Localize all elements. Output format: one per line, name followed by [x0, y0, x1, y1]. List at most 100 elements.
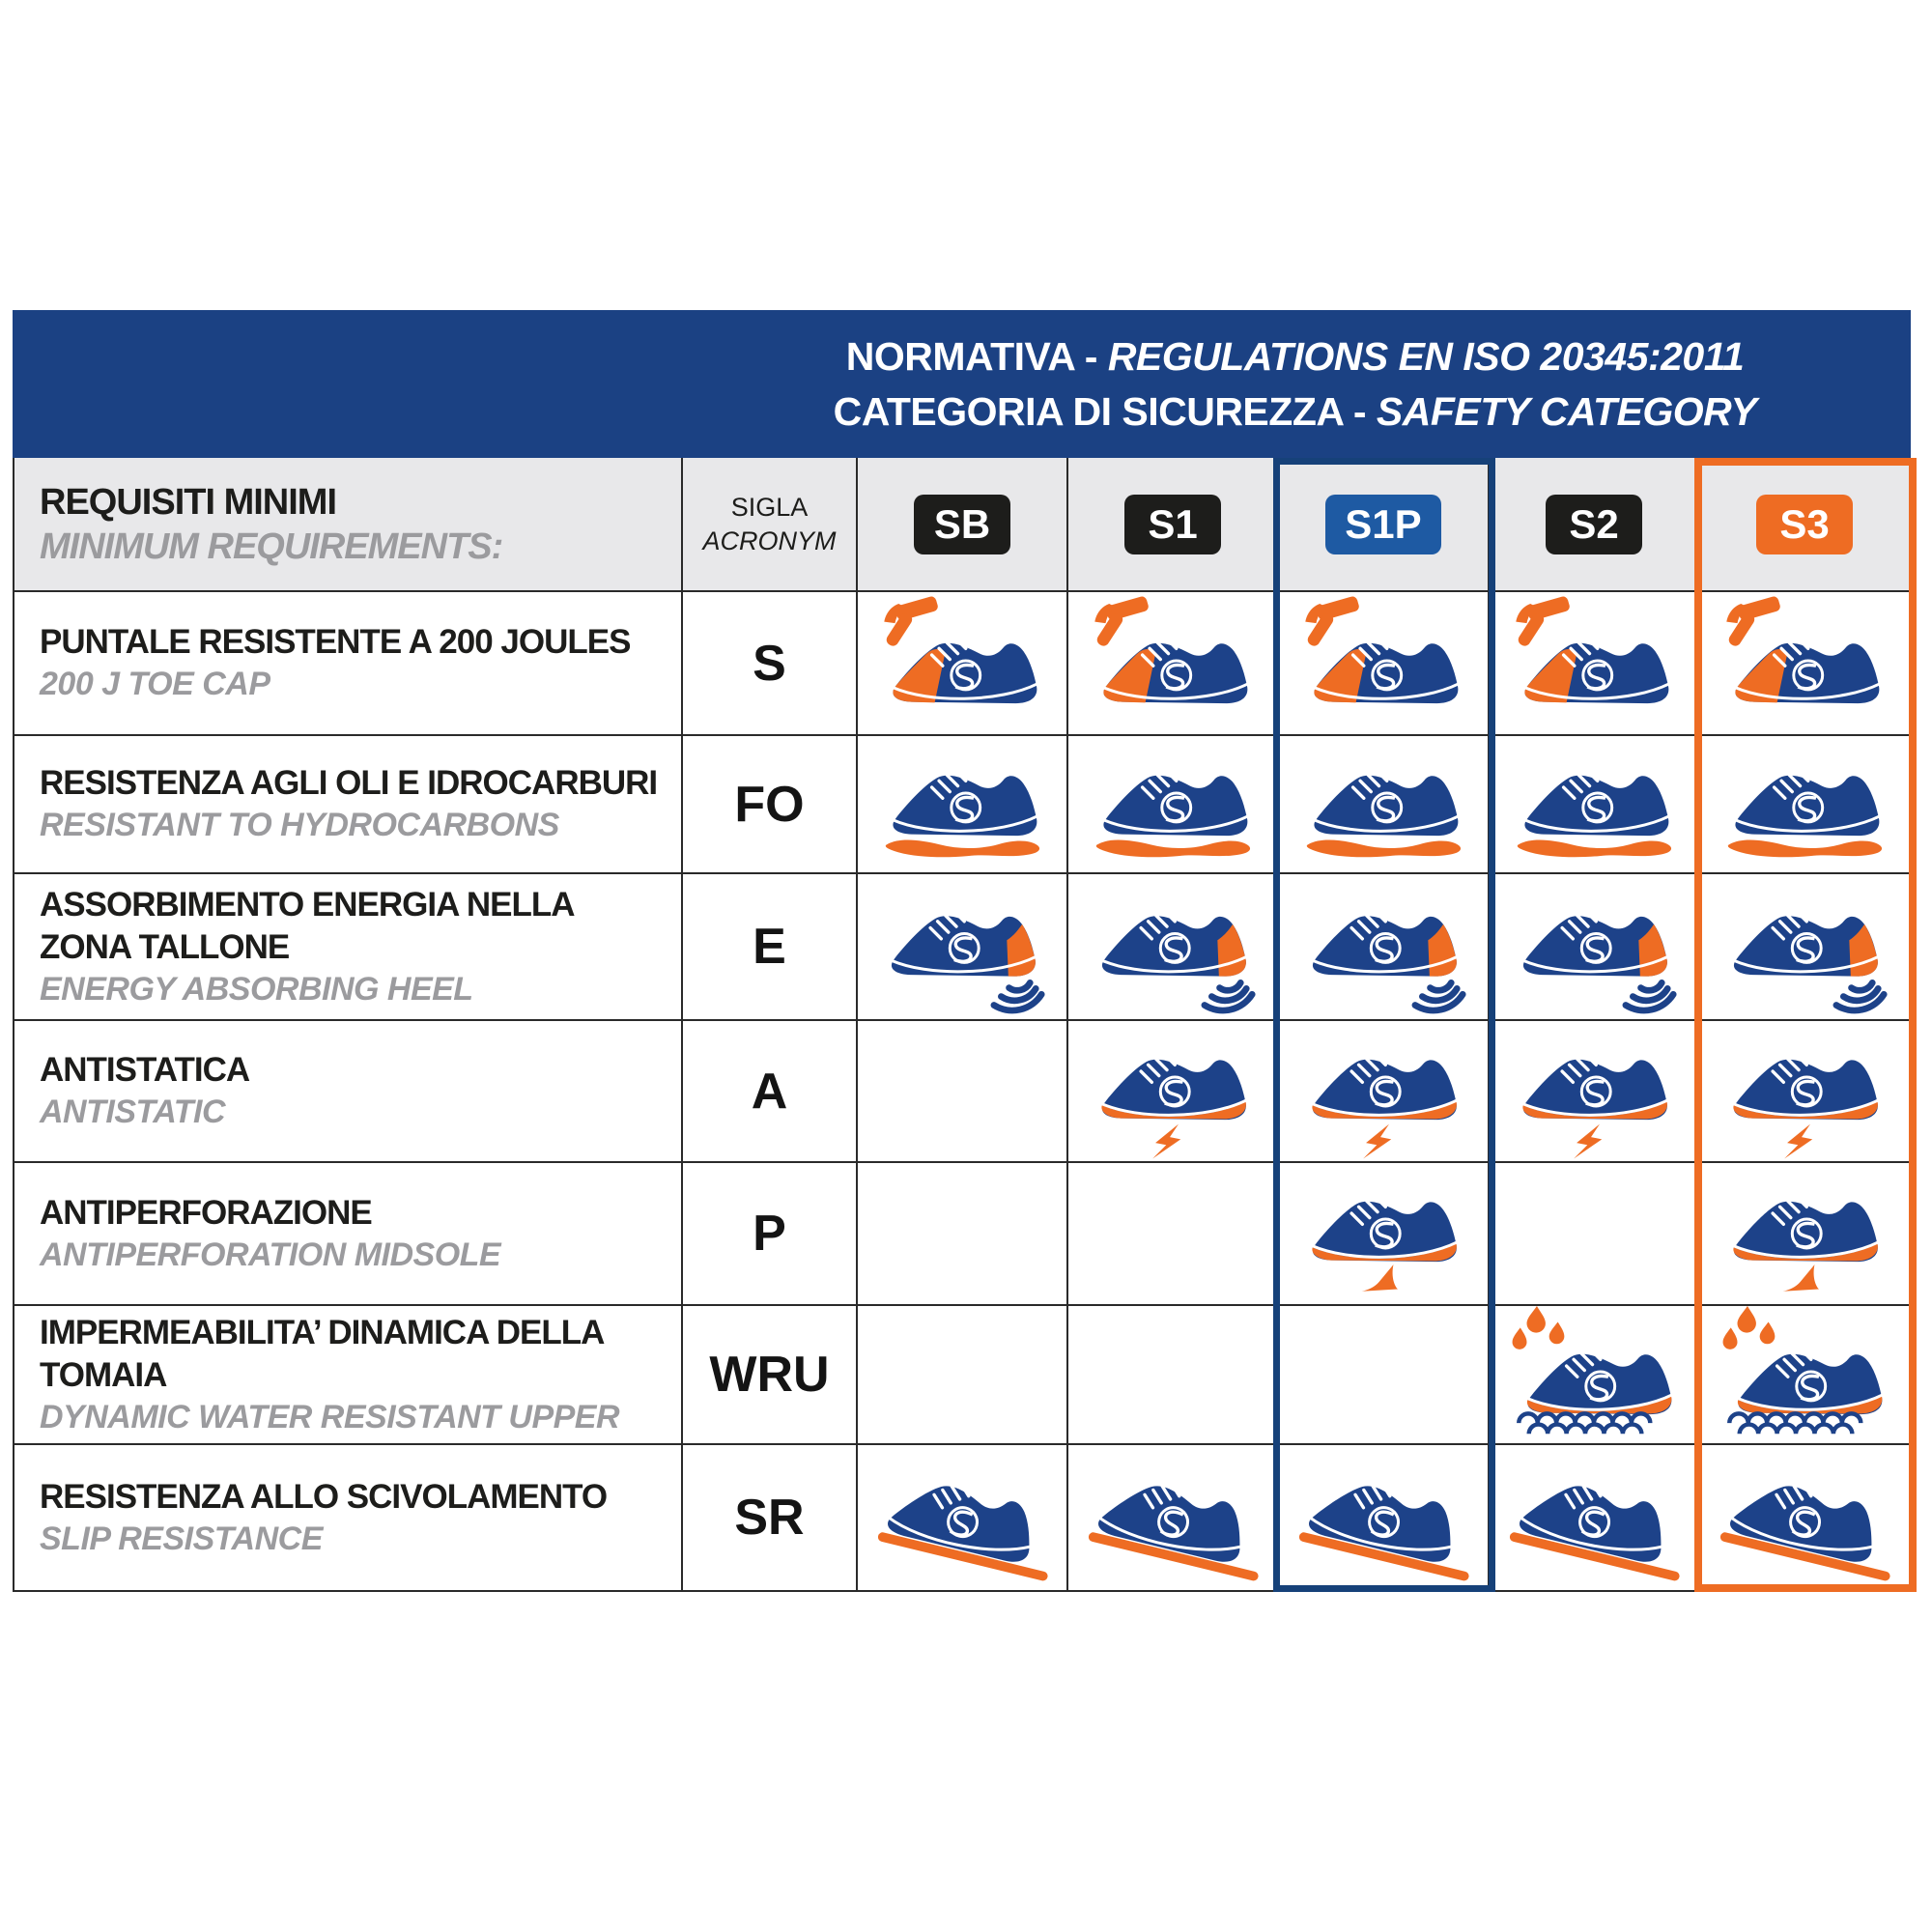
shoe-icon-perforation-nail: [1312, 1194, 1458, 1292]
banner-line-1: NORMATIVA - REGULATIONS EN ISO 20345:201…: [846, 329, 1745, 384]
category-badge-S1P: S1P: [1325, 494, 1441, 554]
ramp-icon: [1719, 1532, 1890, 1581]
category-badge-S1: S1: [1124, 494, 1221, 554]
shoe-silhouette: [1102, 635, 1249, 703]
orange-heel: [1849, 923, 1878, 977]
safety-category-table: NORMATIVA - REGULATIONS EN ISO 20345:201…: [13, 310, 1917, 1592]
orange-heel: [1638, 923, 1667, 977]
cell-S-S1P: [1279, 592, 1490, 736]
category-header-S1: S1: [1068, 458, 1279, 592]
shoe-icon-antistatic-bolt: [1101, 1051, 1247, 1159]
cell-S-S3: [1700, 592, 1911, 736]
shoe-silhouette: [1102, 767, 1249, 836]
requirement-subtitle: ANTISTATIC: [40, 1094, 226, 1130]
cell-A-S2: [1490, 1021, 1700, 1163]
banner-line2-regular: CATEGORIA DI SICUREZZA -: [833, 388, 1377, 434]
shoe-silhouette: [1101, 908, 1247, 977]
orange-toe-cap: [1103, 648, 1156, 702]
shoe-icon-energy-heel: [1733, 908, 1888, 1014]
cell-FO-S1: [1068, 736, 1279, 874]
shoe-icon-oil-puddle: [1517, 767, 1672, 857]
cell-FO-S2: [1490, 736, 1700, 874]
cell-A-S1: [1068, 1021, 1279, 1163]
acronym-E: E: [683, 874, 858, 1021]
cell-FO-S3: [1700, 736, 1911, 874]
requirement-title: IMPERMEABILITA’ DINAMICA DELLA TOMAIA: [40, 1313, 604, 1394]
requirement-subtitle: SLIP RESISTANCE: [40, 1520, 323, 1557]
acronym-text: FO: [734, 776, 805, 833]
acronym-S: S: [683, 592, 858, 736]
cell-FO-S1P: [1279, 736, 1490, 874]
hammer-icon: [1094, 596, 1149, 646]
nail-icon: [1361, 1264, 1398, 1292]
water-waves-icon: [1727, 1411, 1863, 1435]
shoe-icon-antistatic-bolt: [1522, 1051, 1668, 1159]
oil-spill-icon: [1095, 839, 1251, 857]
shoe-silhouette: [1733, 1051, 1879, 1120]
acronym-text: P: [753, 1206, 786, 1262]
cell-WRU-S3: [1700, 1306, 1911, 1445]
shoe-icon-slip-ramp: [1088, 1481, 1259, 1581]
shoe-icon-oil-puddle: [1727, 767, 1883, 857]
cell-WRU-S1: [1068, 1306, 1279, 1445]
category-header-S3: S3: [1700, 458, 1911, 592]
nail-icon: [1782, 1264, 1819, 1292]
energy-waves-icon: [990, 980, 1045, 1014]
shoe-silhouette: [1309, 1481, 1452, 1562]
requirement-subtitle: RESISTANT TO HYDROCARBONS: [40, 807, 559, 843]
shoe-icon-toe-cap-hammer: [884, 596, 1038, 703]
cell-P-SB: [858, 1163, 1068, 1306]
hammer-icon: [884, 596, 938, 646]
acronym-text: A: [751, 1063, 788, 1120]
shoe-icon-energy-heel: [891, 908, 1045, 1014]
requirement-row-SR: RESISTENZA ALLO SCIVOLAMENTO SLIP RESISTA…: [14, 1445, 683, 1592]
requirements-title: REQUISITI MINIMI: [40, 481, 337, 523]
requirement-row-A: ANTISTATICA ANTISTATIC: [14, 1021, 683, 1163]
cell-SR-S1P: [1279, 1445, 1490, 1592]
shoe-silhouette: [1734, 767, 1881, 836]
shoe-silhouette: [1522, 1051, 1668, 1120]
requirement-title: RESISTENZA ALLO SCIVOLAMENTO: [40, 1477, 608, 1516]
shoe-icon-perforation-nail: [1733, 1194, 1879, 1292]
shoe-icon-slip-ramp: [1298, 1481, 1469, 1581]
cell-P-S2: [1490, 1163, 1700, 1306]
shoe-icon-antistatic-bolt: [1733, 1051, 1879, 1159]
requirement-title: ANTISTATICA: [40, 1051, 250, 1089]
cell-FO-SB: [858, 736, 1068, 874]
cell-E-S2: [1490, 874, 1700, 1021]
shoe-icon-oil-puddle: [1306, 767, 1462, 857]
requirement-subtitle: 200 J TOE CAP: [40, 666, 270, 702]
requirements-subtitle: MINIMUM REQUIREMENTS:: [40, 526, 503, 567]
banner-text: NORMATIVA - REGULATIONS EN ISO 20345:201…: [679, 310, 1911, 458]
oil-spill-icon: [885, 839, 1040, 857]
ramp-icon: [877, 1532, 1048, 1581]
cell-WRU-SB: [858, 1306, 1068, 1445]
shoe-silhouette: [1523, 767, 1670, 836]
cell-E-SB: [858, 874, 1068, 1021]
cell-P-S1: [1068, 1163, 1279, 1306]
shoe-icon-water-resistant: [1722, 1306, 1884, 1435]
ramp-icon: [1088, 1532, 1259, 1581]
shoe-silhouette: [1313, 767, 1460, 836]
water-drops-icon: [1512, 1306, 1565, 1350]
shoe-silhouette: [1101, 1051, 1247, 1120]
requirement-row-E: ASSORBIMENTO ENERGIA NELLA ZONA TALLONE E…: [14, 874, 683, 1021]
shoe-icon-slip-ramp: [877, 1481, 1048, 1581]
energy-waves-icon: [1622, 980, 1677, 1014]
cell-SR-SB: [858, 1445, 1068, 1592]
cell-SR-S2: [1490, 1445, 1700, 1592]
shoe-silhouette: [1098, 1481, 1241, 1562]
requirement-row-P: ANTIPERFORAZIONE ANTIPERFORATION MIDSOLE: [14, 1163, 683, 1306]
orange-toe-cap: [893, 648, 946, 702]
acronym-text: E: [753, 919, 786, 975]
ramp-icon: [1509, 1532, 1680, 1581]
requirement-subtitle: ANTIPERFORATION MIDSOLE: [40, 1236, 501, 1273]
acronym-text: WRU: [709, 1347, 830, 1403]
shoe-icon-energy-heel: [1101, 908, 1256, 1014]
cell-E-S1P: [1279, 874, 1490, 1021]
shoe-silhouette: [888, 1481, 1031, 1562]
banner-line-2: CATEGORIA DI SICUREZZA - SAFETY CATEGORY: [834, 384, 1757, 440]
requirements-header-cell: REQUISITI MINIMI MINIMUM REQUIREMENTS:: [14, 458, 683, 592]
acronym-SR: SR: [683, 1445, 858, 1592]
lightning-icon: [1574, 1123, 1603, 1159]
